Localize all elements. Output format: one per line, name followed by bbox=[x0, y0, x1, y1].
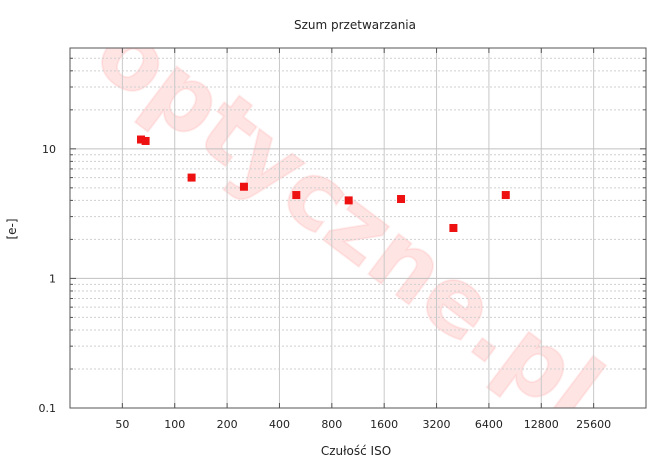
data-point bbox=[292, 191, 301, 200]
data-point bbox=[137, 135, 146, 144]
data-point bbox=[501, 191, 510, 200]
x-tick-label: 100 bbox=[164, 418, 185, 431]
data-point bbox=[239, 182, 248, 191]
data-point bbox=[344, 196, 353, 205]
x-tick-label: 25600 bbox=[576, 418, 611, 431]
plot-frame bbox=[69, 47, 647, 409]
watermark-logo: optyczne.pl bbox=[77, 0, 622, 444]
x-tick-label: 400 bbox=[269, 418, 290, 431]
x-tick-label: 200 bbox=[217, 418, 238, 431]
data-point bbox=[187, 173, 196, 182]
data-point bbox=[141, 136, 150, 145]
data-points bbox=[137, 135, 510, 232]
y-axis-label: [e-] bbox=[5, 218, 19, 239]
chart-title: Szum przetwarzania bbox=[294, 18, 416, 32]
x-tick-label: 800 bbox=[321, 418, 342, 431]
x-tick-label: 3200 bbox=[423, 418, 451, 431]
y-tick-labels: 0.1 1 10 bbox=[39, 143, 57, 415]
x-axis-label: Czułość ISO bbox=[321, 444, 391, 458]
chart-grid bbox=[70, 48, 646, 408]
data-point bbox=[449, 223, 458, 232]
y-tick-label: 0.1 bbox=[39, 402, 57, 415]
x-tick-label: 12800 bbox=[524, 418, 559, 431]
watermark: optyczne.pl bbox=[76, 0, 623, 444]
x-tick-label: 50 bbox=[115, 418, 129, 431]
x-tick-labels: 50 100 200 400 800 1600 3200 6400 12800 25600 bbox=[115, 418, 611, 431]
x-tick-label: 6400 bbox=[475, 418, 503, 431]
y-tick-label: 1 bbox=[49, 272, 56, 285]
y-tick-label: 10 bbox=[42, 143, 56, 156]
axis-ticks bbox=[70, 47, 646, 409]
x-tick-label: 1600 bbox=[370, 418, 398, 431]
data-point bbox=[397, 195, 406, 204]
